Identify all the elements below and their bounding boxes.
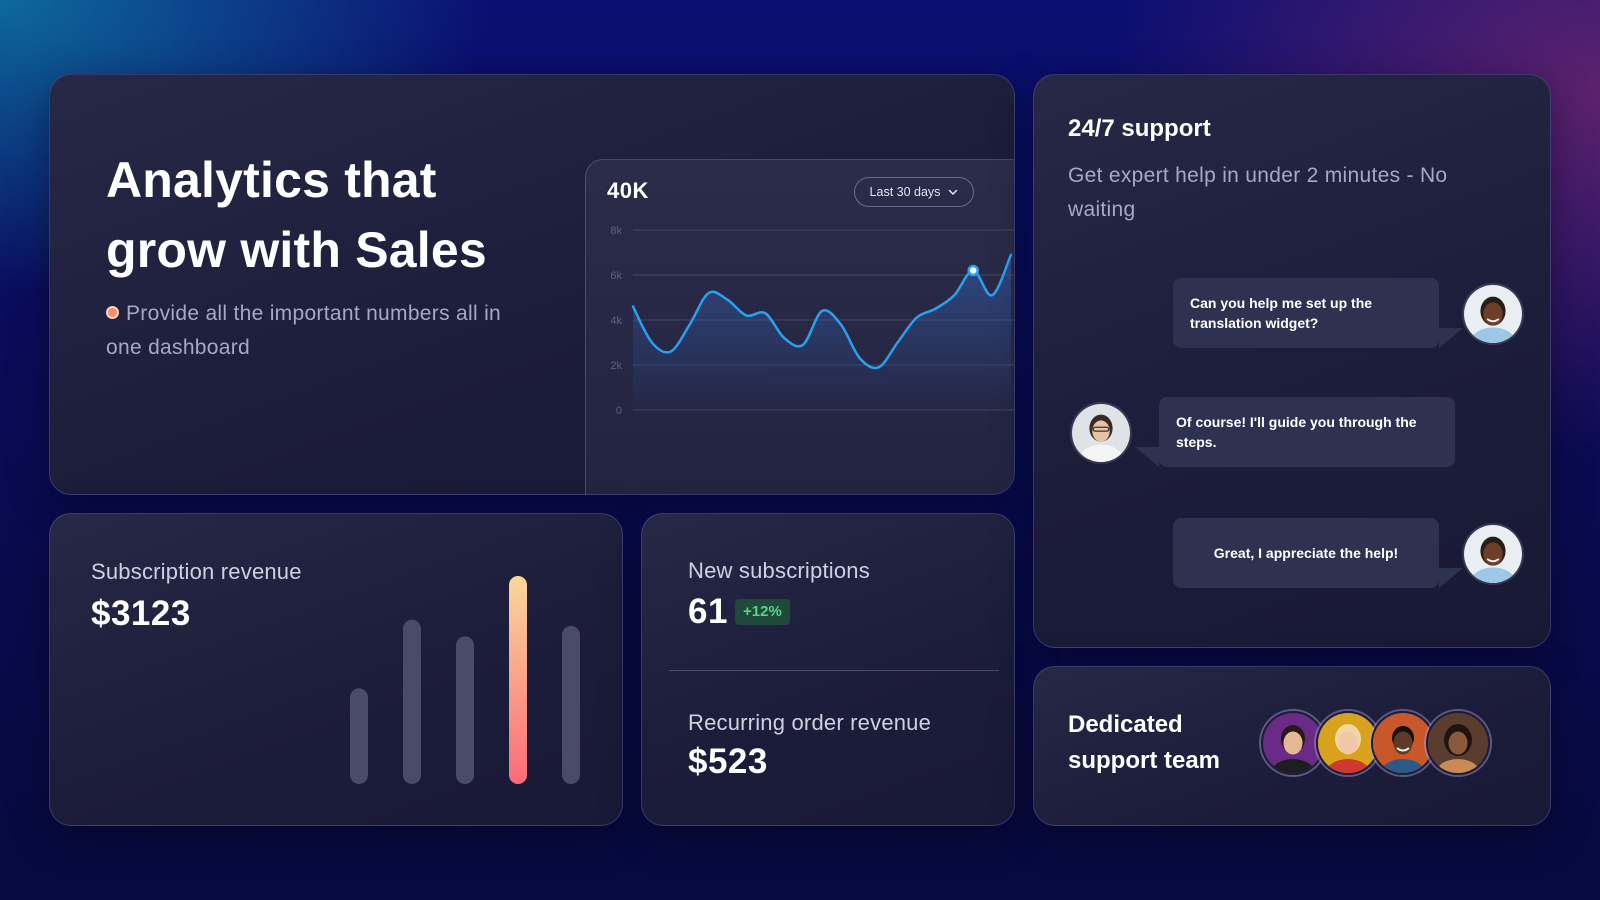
team-member-avatar-icon <box>1428 713 1488 773</box>
bar <box>562 625 580 784</box>
chart-total: 40K <box>607 178 649 203</box>
team-member-avatar-icon <box>1263 713 1323 773</box>
team-member-avatar[interactable] <box>1371 711 1435 775</box>
bar-chart <box>350 576 580 784</box>
analytics-card: Analytics that grow with Sales Provide a… <box>49 74 1015 495</box>
y-tick-label: 6k <box>610 270 622 282</box>
support-description: Get expert help in under 2 minutes - No … <box>1068 164 1448 221</box>
chat-bubble: Great, I appreciate the help! <box>1173 518 1439 588</box>
recurring-label: Recurring order revenue <box>688 710 932 735</box>
team-title: Dedicated support team <box>1068 711 1221 774</box>
chat-message: Great, I appreciate the help! <box>1213 545 1399 561</box>
line-chart: 8k 6k 4k 2k 0 <box>610 225 1014 417</box>
customer-avatar-icon <box>1464 525 1522 583</box>
chart-area <box>633 254 1011 410</box>
y-tick-label: 0 <box>616 405 622 417</box>
y-tick-label: 2k <box>610 360 622 372</box>
customer-avatar[interactable] <box>1462 523 1524 585</box>
team-member-avatar[interactable] <box>1316 711 1380 775</box>
bar <box>350 688 368 784</box>
chat-bubble-tail <box>1439 568 1463 588</box>
new-subscriptions-value: 61 <box>688 592 728 631</box>
chat-bubble-tail <box>1439 328 1463 348</box>
subscription-value: $3123 <box>91 594 191 633</box>
support-card: 24/7 support Get expert help in under 2 … <box>1033 74 1551 648</box>
agent-avatar-icon <box>1072 404 1130 462</box>
divider <box>669 670 999 671</box>
bar <box>456 636 474 784</box>
team-card: Dedicated support team <box>1033 666 1551 826</box>
chat-bubble-tail <box>1135 447 1159 467</box>
range-select-label: Last 30 days <box>869 185 941 199</box>
team-member-avatar-icon <box>1318 713 1378 773</box>
highlighted-bar <box>509 576 527 784</box>
team-member-avatar[interactable] <box>1426 711 1490 775</box>
stats-card: New subscriptions 61 +12% Recurring orde… <box>641 513 1015 826</box>
recurring-value: $523 <box>688 742 768 781</box>
chevron-down-icon <box>949 189 958 195</box>
chart-line <box>631 253 1013 370</box>
y-tick-label: 8k <box>610 225 622 237</box>
change-badge: +12% <box>735 599 790 625</box>
support-title: 24/7 support <box>1068 115 1211 142</box>
hero-description: Provide all the important numbers all in… <box>106 297 526 365</box>
chart-highlight-point[interactable] <box>967 264 979 277</box>
range-select[interactable]: Last 30 days <box>854 177 974 207</box>
subscription-label: Subscription revenue <box>91 559 302 584</box>
new-subscriptions-label: New subscriptions <box>688 558 870 583</box>
chat-bubble: Can you help me set up the translation w… <box>1173 278 1439 348</box>
hero-title: Analytics that grow with Sales <box>106 152 487 278</box>
team-member-avatar-icon <box>1373 713 1433 773</box>
chat-message: Can you help me set up the translation w… <box>1190 295 1373 331</box>
customer-avatar-icon <box>1464 285 1522 343</box>
agent-avatar[interactable] <box>1070 402 1132 464</box>
subscription-card: Subscription revenue $3123 <box>49 513 623 826</box>
customer-avatar[interactable] <box>1462 283 1524 345</box>
y-tick-label: 4k <box>610 315 622 327</box>
bar <box>403 619 421 784</box>
chart-panel: 40K Last 30 days 8k 6k 4k 2k 0 <box>585 159 1014 494</box>
hero-description-text: Provide all the important numbers all in… <box>106 302 502 359</box>
team-avatar-group <box>1261 711 1501 775</box>
bullet-dot-icon <box>106 306 119 319</box>
chat-message: Of course! I'll guide you through the st… <box>1176 414 1417 450</box>
chat-bubble: Of course! I'll guide you through the st… <box>1159 397 1455 467</box>
